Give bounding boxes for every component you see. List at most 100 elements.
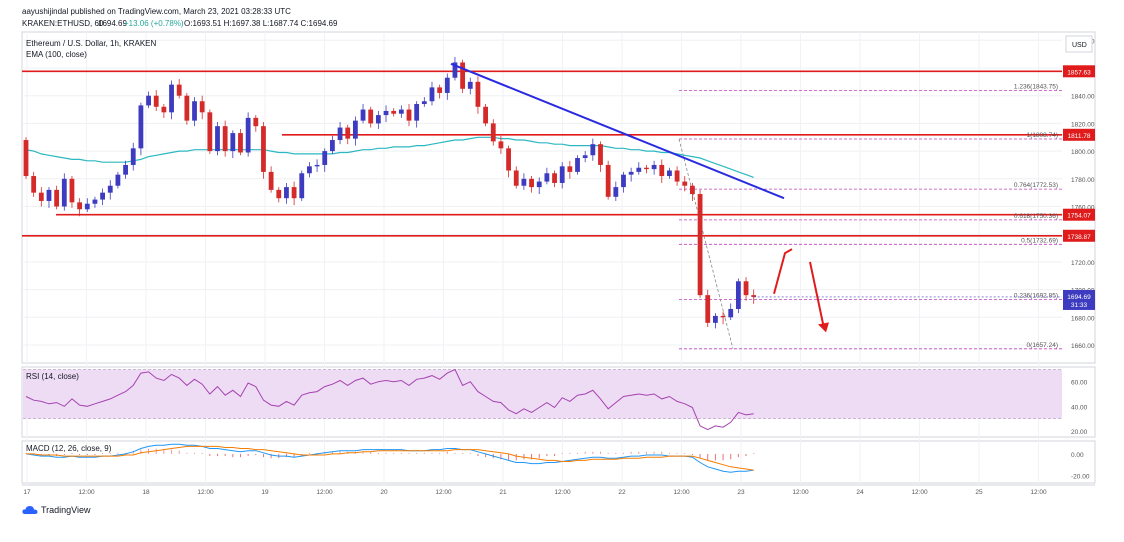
candle-body[interactable] <box>368 109 374 124</box>
candle-body[interactable] <box>352 120 358 139</box>
candle-body[interactable] <box>735 281 741 309</box>
candle-body[interactable] <box>483 106 488 124</box>
candle-body[interactable] <box>84 203 90 210</box>
candle-body[interactable] <box>490 123 496 142</box>
macd-signal-line[interactable] <box>26 445 754 471</box>
candle-body[interactable] <box>222 126 228 152</box>
candle-body[interactable] <box>498 141 504 149</box>
candle-body[interactable] <box>590 144 596 156</box>
macd-line[interactable] <box>25 443 754 473</box>
candle-body[interactable] <box>391 110 397 114</box>
candle-body[interactable] <box>284 187 289 199</box>
candle-body[interactable] <box>667 170 672 177</box>
candle-body[interactable] <box>559 166 565 183</box>
candle-body[interactable] <box>77 202 83 210</box>
candle-body[interactable] <box>575 158 580 172</box>
candle-body[interactable] <box>513 170 519 186</box>
candle-body[interactable] <box>100 192 105 200</box>
candle-body[interactable] <box>291 187 297 199</box>
candle-body[interactable] <box>529 178 534 188</box>
candle-body[interactable] <box>299 173 305 199</box>
candle-body[interactable] <box>406 109 412 121</box>
candle-body[interactable] <box>421 101 427 105</box>
candle-body[interactable] <box>697 194 703 296</box>
ema-legend[interactable]: EMA (100, close) <box>26 50 87 59</box>
candle-body[interactable] <box>444 77 450 93</box>
candle-body[interactable] <box>705 295 711 323</box>
rsi-line[interactable] <box>25 368 754 431</box>
candle-body[interactable] <box>176 84 182 96</box>
candle-body[interactable] <box>651 164 657 170</box>
candle-body[interactable] <box>107 185 113 193</box>
rsi-legend[interactable]: RSI (14, close) <box>26 372 79 381</box>
candle-body[interactable] <box>69 178 75 203</box>
candle-body[interactable] <box>207 112 213 152</box>
candle-body[interactable] <box>506 148 511 171</box>
candle-body[interactable] <box>330 140 335 152</box>
candle-body[interactable] <box>360 109 366 121</box>
candle-body[interactable] <box>261 126 266 172</box>
macd-legend[interactable]: MACD (12, 26, close, 9) <box>26 444 112 453</box>
candle-body[interactable] <box>276 189 282 199</box>
candle-body[interactable] <box>659 164 665 177</box>
candle-body[interactable] <box>728 308 734 318</box>
candle-body[interactable] <box>452 62 458 78</box>
candle-body[interactable] <box>460 62 466 89</box>
candle-body[interactable] <box>130 148 136 165</box>
candle-body[interactable] <box>467 81 473 89</box>
candle-body[interactable] <box>414 104 420 121</box>
candle-body[interactable] <box>199 101 205 113</box>
candle-body[interactable] <box>307 166 312 174</box>
candle-body[interactable] <box>146 95 151 106</box>
candle-body[interactable] <box>115 174 121 186</box>
candle-body[interactable] <box>544 173 550 182</box>
candle-body[interactable] <box>605 164 611 197</box>
candle-body[interactable] <box>621 174 626 188</box>
candle-body[interactable] <box>682 181 688 186</box>
candle-body[interactable] <box>268 171 274 190</box>
candle-body[interactable] <box>628 171 634 175</box>
candle-body[interactable] <box>215 126 220 152</box>
candle-body[interactable] <box>720 315 726 318</box>
candle-body[interactable] <box>636 167 642 172</box>
candle-body[interactable] <box>230 133 236 152</box>
candle-body[interactable] <box>253 117 259 127</box>
candle-body[interactable] <box>23 140 29 177</box>
candle-body[interactable] <box>92 199 98 204</box>
candle-body[interactable] <box>138 105 144 149</box>
candle-body[interactable] <box>475 81 481 107</box>
candle-body[interactable] <box>713 315 718 323</box>
candle-body[interactable] <box>536 181 542 188</box>
candle-body[interactable] <box>383 110 389 116</box>
candle-body[interactable] <box>153 95 159 107</box>
candle-body[interactable] <box>184 95 190 121</box>
candle-body[interactable] <box>751 295 757 297</box>
candle-body[interactable] <box>245 117 251 153</box>
tradingview-logo[interactable]: TradingView <box>22 505 91 515</box>
candle-body[interactable] <box>429 87 435 102</box>
candle-body[interactable] <box>345 127 351 139</box>
candle-body[interactable] <box>31 176 37 193</box>
candle-body[interactable] <box>169 84 174 113</box>
ema-100-line[interactable] <box>25 136 754 178</box>
candle-body[interactable] <box>375 115 381 124</box>
candle-body[interactable] <box>322 151 328 165</box>
candle-body[interactable] <box>61 178 67 207</box>
candle-body[interactable] <box>674 170 680 182</box>
candle-body[interactable] <box>598 144 603 165</box>
candle-body[interactable] <box>54 189 60 207</box>
descending-trendline[interactable] <box>450 62 785 200</box>
candle-body[interactable] <box>314 164 320 167</box>
candle-body[interactable] <box>337 127 343 141</box>
candle-body[interactable] <box>690 185 695 195</box>
candle-body[interactable] <box>38 192 44 201</box>
candle-body[interactable] <box>613 187 619 197</box>
candle-body[interactable] <box>437 87 443 93</box>
candle-body[interactable] <box>161 106 167 113</box>
candle-body[interactable] <box>398 109 404 114</box>
candle-body[interactable] <box>123 164 128 175</box>
candle-body[interactable] <box>582 155 588 159</box>
candle-body[interactable] <box>192 101 197 121</box>
candle-body[interactable] <box>521 178 527 186</box>
